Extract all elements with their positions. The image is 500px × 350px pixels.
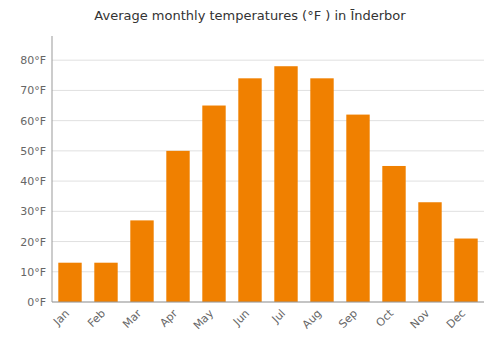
bar	[94, 263, 117, 302]
y-tick-label: 30°F	[20, 205, 46, 218]
bar	[274, 66, 297, 302]
x-axis-line	[52, 302, 484, 303]
x-tick-label: Aug	[300, 307, 324, 331]
title: Average monthly temperatures (°F ) in Īn…	[94, 8, 406, 23]
bar	[418, 202, 441, 302]
y-grid	[52, 60, 484, 302]
x-tick-label: Sep	[336, 307, 360, 331]
chart: Average monthly temperatures (°F ) in Īn…	[0, 0, 500, 350]
grid-line	[52, 150, 484, 151]
x-tick-label: May	[191, 307, 217, 333]
bars	[58, 66, 477, 302]
y-tick-label: 80°F	[20, 54, 46, 67]
grid-line	[52, 181, 484, 182]
y-tick-label: 40°F	[20, 175, 46, 188]
y-tick-label: 10°F	[20, 266, 46, 279]
x-tick-label: Nov	[408, 307, 433, 332]
y-tick-label: 50°F	[20, 145, 46, 158]
x-tick-label: Feb	[85, 307, 108, 330]
y-tick-label: 70°F	[20, 84, 46, 97]
grid-line	[52, 302, 484, 303]
bar	[130, 220, 153, 302]
y-tick-label: 60°F	[20, 115, 46, 128]
grid-line	[52, 120, 484, 121]
y-tick-label: 20°F	[20, 236, 46, 249]
x-tick-label: Jan	[50, 307, 72, 329]
grid-line	[52, 90, 484, 91]
grid-line	[52, 60, 484, 61]
bar	[238, 78, 261, 302]
x-tick-label: Jun	[230, 307, 252, 329]
bar	[382, 166, 405, 302]
bar	[58, 263, 81, 302]
x-tick-label: Apr	[157, 307, 180, 330]
x-tick-label: Oct	[373, 306, 396, 329]
bar	[454, 239, 477, 302]
x-tick-label: Jul	[269, 307, 288, 326]
bar	[166, 151, 189, 302]
y-axis-line	[52, 36, 53, 302]
chart-container: Average monthly temperatures (°F ) in Īn…	[0, 0, 500, 350]
bar	[202, 106, 225, 302]
bar	[310, 78, 333, 302]
bar	[346, 115, 369, 302]
x-tick-label: Dec	[444, 307, 468, 331]
x-tick-label: Mar	[120, 307, 144, 331]
y-tick-label: 0°F	[27, 296, 46, 309]
